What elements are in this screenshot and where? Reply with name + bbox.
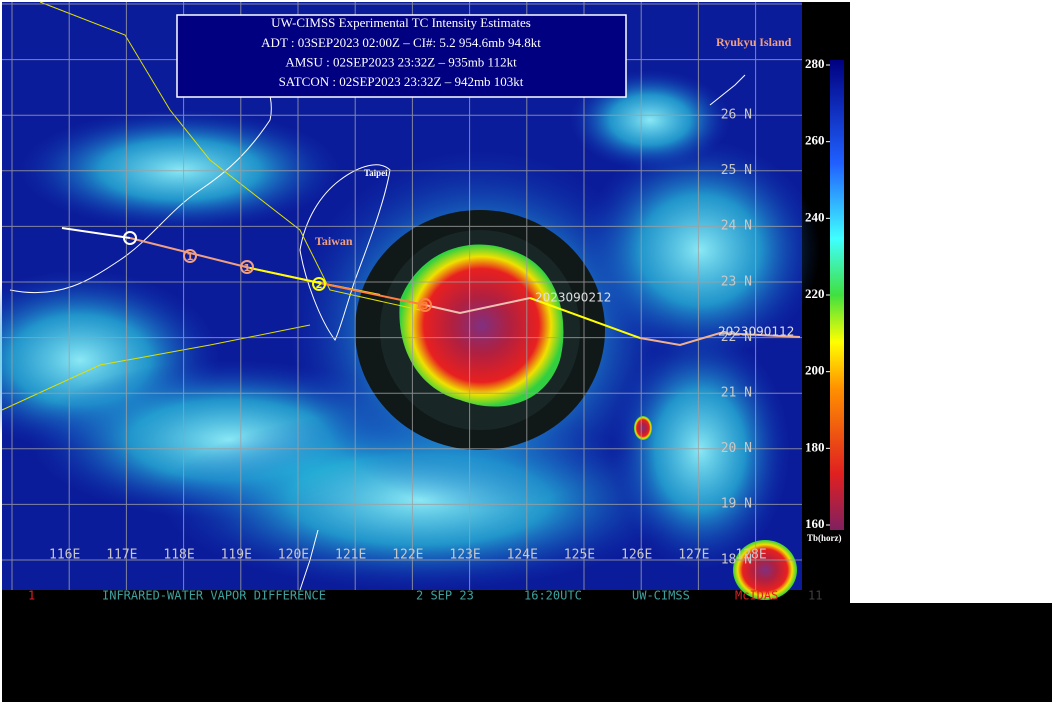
latitude-label: 23 N [721,274,752,289]
longitude-label: 117E [106,548,137,563]
longitude-label: 116E [49,548,80,563]
track-marker [240,260,254,274]
longitude-label: 120E [278,548,309,563]
longitude-label: 128E [735,548,766,563]
longitude-label: 123E [449,548,480,563]
colorbar-tick-label: 180 [805,439,825,454]
track-label: 2023090112 [718,325,794,339]
footer-time: 16:20UTC [524,589,582,603]
island-label: Taiwan [315,234,353,248]
lat-lon-grid [2,2,802,590]
track-marker [183,249,197,263]
latitude-label: 19 N [721,497,752,512]
colorbar-tick-label: 200 [805,363,825,378]
footer-source: UW-CIMSS [632,589,690,603]
footer-band: 11 [808,589,822,603]
latitude-label: 25 N [721,163,752,178]
footer-date: 2 SEP 23 [416,589,474,603]
track-marker-label: 2 [316,280,323,291]
latitude-label: 26 N [721,108,752,123]
colorbar [830,60,844,530]
info-box [176,14,627,98]
colorbar-tick-label: 280 [805,56,825,71]
city-label: Taipei [364,168,388,178]
footer-product: INFRARED-WATER VAPOR DIFFERENCE [102,589,326,603]
latitude-label: 18 N [721,552,752,567]
latitude-label: 20 N [721,441,752,456]
storm-track [61,227,801,347]
borders [1,1,421,411]
longitude-label: 118E [163,548,194,563]
info-line: ADT : 03SEP2023 02:00Z – CI#: 5.2 954.6m… [261,35,541,50]
latitude-label: 22 N [721,330,752,345]
longitude-label: 126E [621,548,652,563]
footer-frame: 1 [28,589,35,603]
clouds [0,70,820,600]
colorbar-tick-label: 220 [805,286,825,301]
footer-software: McIDAS [735,589,778,603]
colorbar-tick-label: 160 [805,516,825,531]
longitude-label: 127E [678,548,709,563]
longitude-label: 124E [507,548,538,563]
colorbar-tick-label: 240 [805,209,825,224]
longitude-label: 121E [335,548,366,563]
track-marker [418,298,432,312]
colorbar-tick-label: 260 [805,133,825,148]
latitude-label: 24 N [721,219,752,234]
track-marker [312,277,326,291]
track-label: 2023090212 [535,291,611,305]
longitude-label: 125E [564,548,595,563]
track-marker [123,231,137,245]
region-label: Ryukyu Island [716,35,792,49]
info-line: AMSU : 02SEP2023 23:32Z – 935mb 112kt [285,54,517,69]
longitude-label: 122E [392,548,423,563]
info-line: SATCON : 02SEP2023 23:32Z – 942mb 103kt [279,74,524,89]
track-marker-label: 1 [187,252,194,263]
track-marker-label: 1 [244,263,251,274]
info-title: UW-CIMSS Experimental TC Intensity Estim… [271,15,531,30]
colorbar-label: Tb(horz) [807,533,842,543]
track-marker-label: 3 [422,301,429,312]
longitude-label: 119E [221,548,252,563]
latitude-label: 21 N [721,386,752,401]
